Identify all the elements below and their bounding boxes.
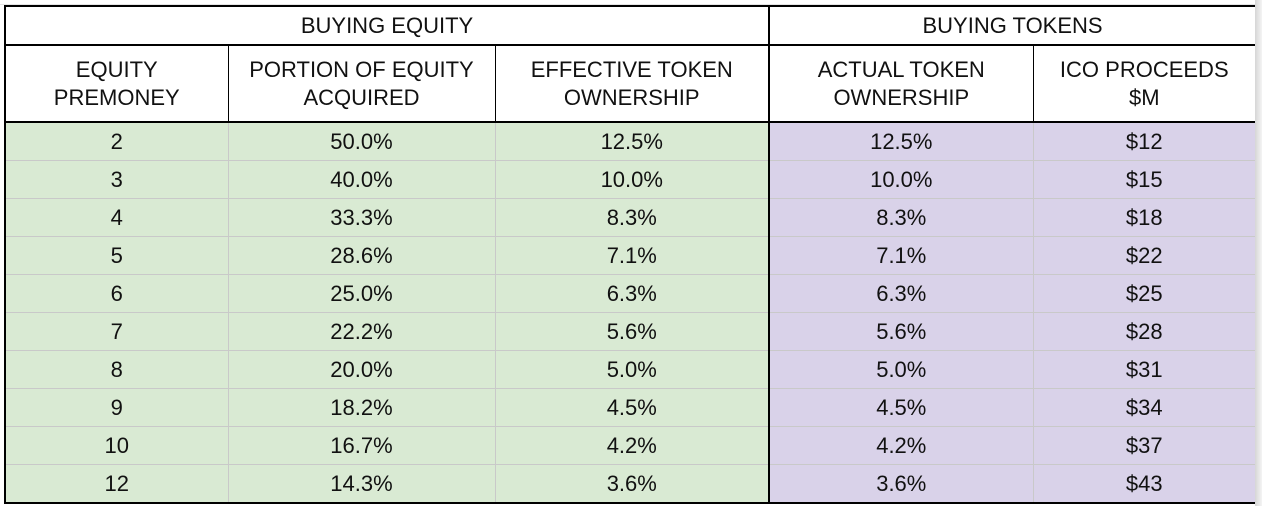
cell-portion-of-equity[interactable]: 16.7%: [228, 426, 496, 465]
cell-effective-token-ownership[interactable]: 10.0%: [495, 160, 771, 199]
cell-effective-token-ownership[interactable]: 3.6%: [495, 464, 771, 504]
cell-portion-of-equity[interactable]: 18.2%: [228, 388, 496, 427]
cell-ico-proceeds[interactable]: $37: [1033, 426, 1258, 465]
header-line: $M: [1129, 84, 1160, 110]
header-line: OWNERSHIP: [833, 84, 970, 110]
table-row: 6 25.0% 6.3% 6.3% $25: [4, 274, 1258, 313]
column-header-actual-token-ownership[interactable]: ACTUAL TOKEN OWNERSHIP: [769, 45, 1034, 123]
header-line: PORTION OF EQUITY: [249, 56, 474, 82]
cell-portion-of-equity[interactable]: 50.0%: [228, 122, 496, 161]
column-header-effective-token-ownership[interactable]: EFFECTIVE TOKEN OWNERSHIP: [495, 45, 771, 123]
cell-ico-proceeds[interactable]: $43: [1033, 464, 1258, 504]
cell-ico-proceeds[interactable]: $34: [1033, 388, 1258, 427]
cell-equity-premoney[interactable]: 5: [4, 236, 229, 275]
header-line: OWNERSHIP: [563, 84, 700, 110]
cell-actual-token-ownership[interactable]: 4.5%: [769, 388, 1034, 427]
table-row: 5 28.6% 7.1% 7.1% $22: [4, 236, 1258, 275]
cell-effective-token-ownership[interactable]: 5.0%: [495, 350, 771, 389]
grid-top-strip: [0, 0, 1262, 5]
cell-portion-of-equity[interactable]: 33.3%: [228, 198, 496, 237]
group-header-buying-tokens[interactable]: BUYING TOKENS: [769, 5, 1258, 46]
cell-equity-premoney[interactable]: 12: [4, 464, 229, 504]
cell-ico-proceeds[interactable]: $25: [1033, 274, 1258, 313]
cell-effective-token-ownership[interactable]: 4.5%: [495, 388, 771, 427]
cell-equity-premoney[interactable]: 7: [4, 312, 229, 351]
cell-ico-proceeds[interactable]: $15: [1033, 160, 1258, 199]
cell-actual-token-ownership[interactable]: 10.0%: [769, 160, 1034, 199]
cell-effective-token-ownership[interactable]: 7.1%: [495, 236, 771, 275]
cell-effective-token-ownership[interactable]: 6.3%: [495, 274, 771, 313]
table-row: 2 50.0% 12.5% 12.5% $12: [4, 122, 1258, 161]
table-row: 8 20.0% 5.0% 5.0% $31: [4, 350, 1258, 389]
cell-portion-of-equity[interactable]: 22.2%: [228, 312, 496, 351]
frozen-pane-shadow: [1255, 0, 1262, 506]
column-header-ico-proceeds[interactable]: ICO PROCEEDS $M: [1033, 45, 1258, 123]
header-line: EFFECTIVE TOKEN: [530, 56, 733, 82]
cell-effective-token-ownership[interactable]: 4.2%: [495, 426, 771, 465]
cell-actual-token-ownership[interactable]: 7.1%: [769, 236, 1034, 275]
cell-actual-token-ownership[interactable]: 5.6%: [769, 312, 1034, 351]
cell-portion-of-equity[interactable]: 25.0%: [228, 274, 496, 313]
header-line: ACQUIRED: [303, 84, 420, 110]
cell-equity-premoney[interactable]: 9: [4, 388, 229, 427]
column-header-portion-of-equity[interactable]: PORTION OF EQUITY ACQUIRED: [228, 45, 496, 123]
cell-ico-proceeds[interactable]: $22: [1033, 236, 1258, 275]
cell-equity-premoney[interactable]: 6: [4, 274, 229, 313]
cell-ico-proceeds[interactable]: $18: [1033, 198, 1258, 237]
cell-actual-token-ownership[interactable]: 6.3%: [769, 274, 1034, 313]
cell-equity-premoney[interactable]: 2: [4, 122, 229, 161]
cell-actual-token-ownership[interactable]: 3.6%: [769, 464, 1034, 504]
cell-ico-proceeds[interactable]: $28: [1033, 312, 1258, 351]
table-row: 3 40.0% 10.0% 10.0% $15: [4, 160, 1258, 199]
cell-ico-proceeds[interactable]: $31: [1033, 350, 1258, 389]
table-row: 10 16.7% 4.2% 4.2% $37: [4, 426, 1258, 465]
header-line: ICO PROCEEDS: [1059, 56, 1229, 82]
cell-portion-of-equity[interactable]: 40.0%: [228, 160, 496, 199]
table-row: 12 14.3% 3.6% 3.6% $43: [4, 464, 1258, 504]
group-header-buying-equity[interactable]: BUYING EQUITY: [3, 5, 771, 46]
table-row: 4 33.3% 8.3% 8.3% $18: [4, 198, 1258, 237]
cell-portion-of-equity[interactable]: 28.6%: [228, 236, 496, 275]
cell-equity-premoney[interactable]: 4: [4, 198, 229, 237]
header-line: PREMONEY: [53, 84, 180, 110]
cell-portion-of-equity[interactable]: 14.3%: [228, 464, 496, 504]
cell-equity-premoney[interactable]: 10: [4, 426, 229, 465]
cell-effective-token-ownership[interactable]: 8.3%: [495, 198, 771, 237]
table-row: 7 22.2% 5.6% 5.6% $28: [4, 312, 1258, 351]
cell-ico-proceeds[interactable]: $12: [1033, 122, 1258, 161]
cell-equity-premoney[interactable]: 8: [4, 350, 229, 389]
equity-vs-tokens-table: BUYING EQUITY BUYING TOKENS EQUITY PREMO…: [3, 5, 1258, 504]
header-line: ACTUAL TOKEN: [817, 56, 985, 82]
cell-portion-of-equity[interactable]: 20.0%: [228, 350, 496, 389]
cell-actual-token-ownership[interactable]: 5.0%: [769, 350, 1034, 389]
cell-effective-token-ownership[interactable]: 5.6%: [495, 312, 771, 351]
cell-actual-token-ownership[interactable]: 8.3%: [769, 198, 1034, 237]
cell-equity-premoney[interactable]: 3: [4, 160, 229, 199]
cell-actual-token-ownership[interactable]: 4.2%: [769, 426, 1034, 465]
cell-effective-token-ownership[interactable]: 12.5%: [495, 122, 771, 161]
cell-actual-token-ownership[interactable]: 12.5%: [769, 122, 1034, 161]
header-line: EQUITY: [75, 56, 158, 82]
column-header-equity-premoney[interactable]: EQUITY PREMONEY: [4, 45, 229, 123]
table-row: 9 18.2% 4.5% 4.5% $34: [4, 388, 1258, 427]
